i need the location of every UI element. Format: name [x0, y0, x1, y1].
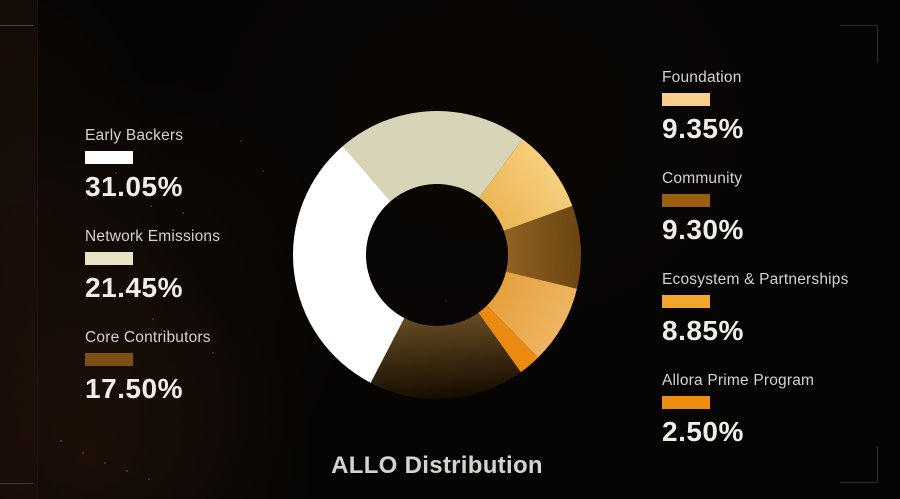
legend-item: Allora Prime Program 2.50% [662, 371, 892, 448]
building-silhouette [0, 0, 38, 499]
chart-title: ALLO Distribution [331, 452, 543, 479]
legend-percent: 2.50% [662, 416, 744, 447]
donut-segment-core-contributors [370, 312, 521, 399]
legend-percent: 9.35% [662, 113, 744, 144]
legend-label: Allora Prime Program [662, 372, 815, 389]
legend-swatch [662, 295, 710, 308]
corner-bracket-top-right [877, 25, 878, 62]
donut-segment-allora-prime-program [478, 305, 539, 373]
corner-bracket-bottom-right [840, 482, 878, 483]
legend-item: Core Contributors 17.50% [85, 328, 315, 405]
legend-item: Ecosystem & Partnerships 8.85% [662, 270, 892, 347]
corner-line-top-left [0, 25, 33, 26]
corner-line-bottom-left [0, 483, 33, 484]
legend-right-column: Foundation 9.35% Community 9.30% Ecosyst… [662, 68, 892, 472]
legend-left-column: Early Backers 31.05% Network Emissions 2… [85, 126, 315, 429]
legend-item: Community 9.30% [662, 169, 892, 246]
legend-item: Network Emissions 21.45% [85, 227, 315, 304]
legend-percent: 21.45% [85, 272, 183, 303]
donut-chart-svg [293, 111, 581, 399]
legend-item: Foundation 9.35% [662, 68, 892, 145]
legend-swatch [662, 396, 710, 409]
legend-swatch [662, 194, 710, 207]
corner-bracket-bottom-right [877, 446, 878, 483]
legend-percent: 31.05% [85, 171, 183, 202]
donut-segment-ecosystem-partnerships [486, 271, 577, 358]
legend-percent: 9.30% [662, 214, 744, 245]
legend-label: Early Backers [85, 127, 184, 144]
legend-swatch [85, 151, 133, 164]
building-window-lights [0, 0, 2, 2]
legend-label: Foundation [662, 69, 742, 86]
legend-label: Community [662, 170, 743, 187]
legend-swatch [85, 353, 133, 366]
legend-item: Early Backers 31.05% [85, 126, 315, 203]
legend-swatch [85, 252, 133, 265]
corner-bracket-top-right [840, 25, 878, 26]
donut-chart [287, 105, 587, 405]
legend-swatch [662, 93, 710, 106]
legend-percent: 17.50% [85, 373, 183, 404]
donut-segment-early-backers [293, 145, 405, 383]
legend-percent: 8.85% [662, 315, 744, 346]
legend-label: Network Emissions [85, 228, 221, 245]
donut-segment-community [503, 205, 581, 289]
donut-segment-network-emissions [342, 111, 523, 202]
legend-label: Core Contributors [85, 329, 211, 346]
donut-segment-foundation [479, 139, 573, 231]
legend-label: Ecosystem & Partnerships [662, 271, 849, 288]
